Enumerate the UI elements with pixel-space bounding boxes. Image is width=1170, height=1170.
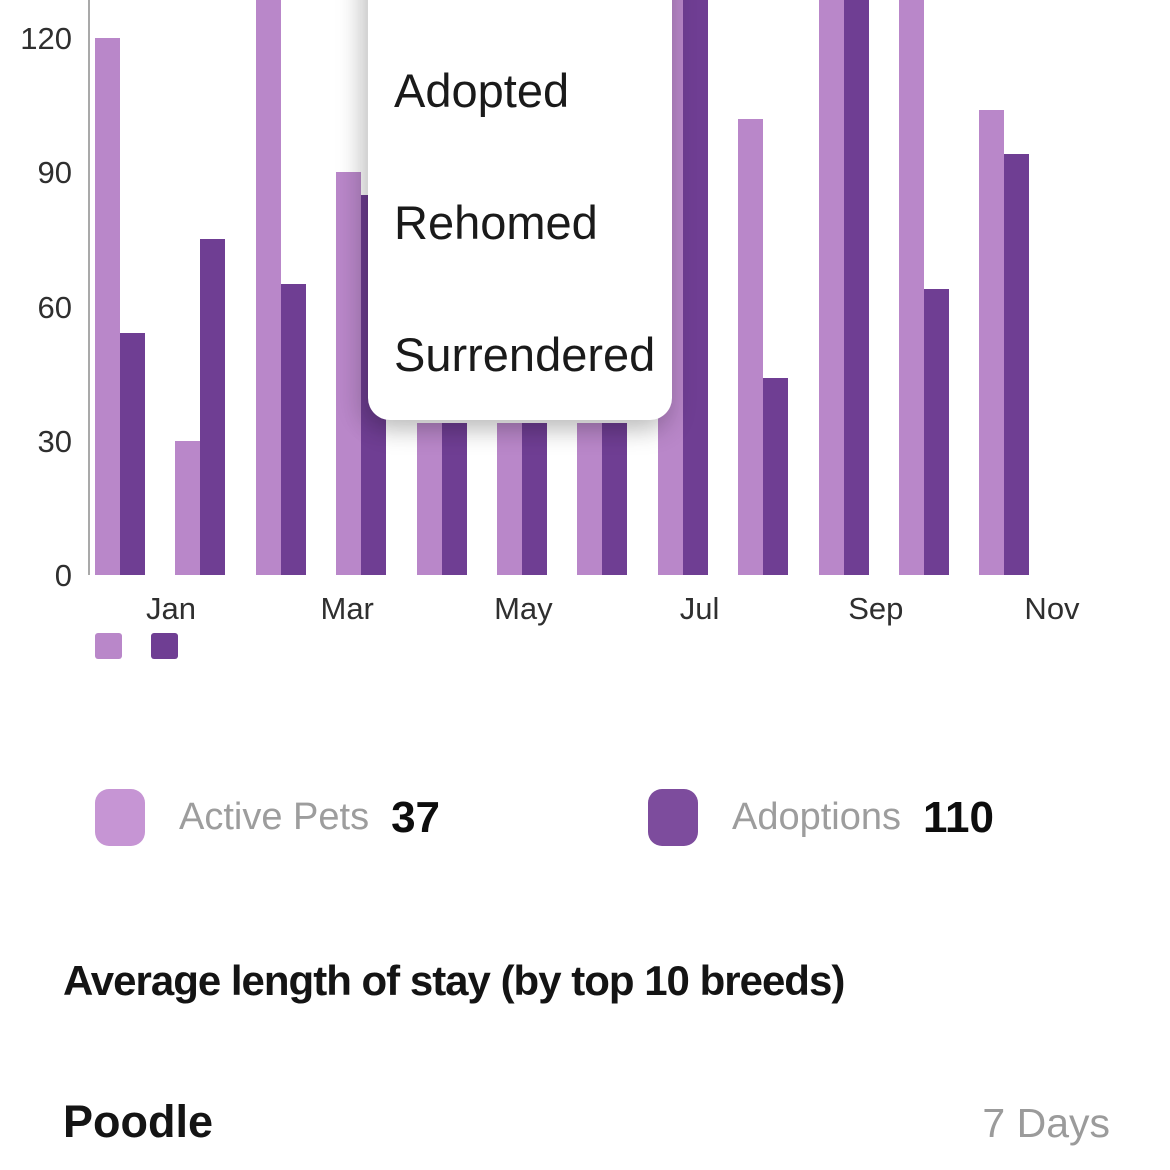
- bar-adoptions-dec[interactable]: [120, 333, 145, 575]
- active-pets-swatch: [95, 789, 145, 846]
- active-pets-count: 37: [391, 792, 441, 842]
- menu-item-adopted[interactable]: Adopted: [394, 63, 570, 117]
- y-tick-60: 60: [37, 289, 72, 325]
- bar-adoptions-feb[interactable]: [280, 284, 306, 575]
- bar-adoptions-oct[interactable]: [924, 289, 949, 575]
- bar-active-pets-dec[interactable]: [95, 38, 120, 575]
- section-heading: Average length of stay (by top 10 breeds…: [63, 957, 845, 1004]
- summary-legend: Active Pets 37 Adoptions 110: [0, 789, 1170, 846]
- bar-active-pets-may[interactable]: [497, 423, 522, 575]
- adoptions-label: Adoptions: [732, 796, 902, 838]
- adoptions-count: 110: [923, 792, 994, 842]
- status-dropdown-menu: Adopted Rehomed Surrendered: [368, 0, 672, 420]
- x-tick-jul: Jul: [679, 591, 720, 626]
- y-tick-0: 0: [54, 558, 72, 593]
- menu-item-rehomed[interactable]: Rehomed: [394, 195, 598, 249]
- bar-active-pets-jan[interactable]: [175, 441, 201, 575]
- breed-name: Poodle: [63, 1096, 214, 1147]
- bar-adoptions-jan[interactable]: [200, 239, 226, 575]
- menu-item-surrendered[interactable]: Surrendered: [394, 327, 656, 381]
- chart-legend-swatch-adoptions: [151, 633, 178, 659]
- legend-item-adoptions: Adoptions 110: [648, 789, 994, 846]
- y-axis-line: [88, 0, 90, 575]
- x-tick-jan: Jan: [146, 591, 196, 626]
- breed-stay-value: 7 Days: [982, 1100, 1110, 1146]
- legend-item-active-pets: Active Pets 37: [95, 789, 440, 846]
- bar-active-pets-aug[interactable]: [738, 119, 764, 575]
- bar-adoptions-aug[interactable]: [763, 378, 789, 575]
- bar-adoptions-may[interactable]: [522, 423, 547, 575]
- bar-adoptions-jun[interactable]: [602, 423, 628, 575]
- x-tick-mar: Mar: [320, 591, 374, 626]
- bar-adoptions-jul[interactable]: [682, 0, 708, 575]
- active-pets-label: Active Pets: [179, 796, 370, 838]
- bar-active-pets-nov[interactable]: [979, 110, 1005, 575]
- chart-legend-swatch-active-pets: [95, 633, 122, 659]
- breed-row: Poodle 7 Days: [63, 1096, 1110, 1156]
- x-tick-may: May: [494, 591, 553, 626]
- bar-active-pets-jun[interactable]: [577, 423, 603, 575]
- bar-adoptions-apr[interactable]: [441, 423, 467, 575]
- adoptions-swatch: [648, 789, 698, 846]
- bar-active-pets-mar[interactable]: [336, 172, 362, 575]
- bar-active-pets-oct[interactable]: [899, 0, 924, 575]
- bar-active-pets-feb[interactable]: [255, 0, 281, 575]
- bar-adoptions-nov[interactable]: [1004, 154, 1030, 575]
- bar-active-pets-apr[interactable]: [416, 423, 442, 575]
- y-tick-90: 90: [37, 155, 72, 191]
- bar-active-pets-sep[interactable]: [818, 0, 844, 575]
- bar-adoptions-sep[interactable]: [843, 0, 869, 575]
- x-tick-sep: Sep: [848, 591, 904, 626]
- x-tick-nov: Nov: [1024, 591, 1080, 626]
- y-tick-120: 120: [20, 21, 72, 56]
- y-tick-30: 30: [37, 423, 72, 459]
